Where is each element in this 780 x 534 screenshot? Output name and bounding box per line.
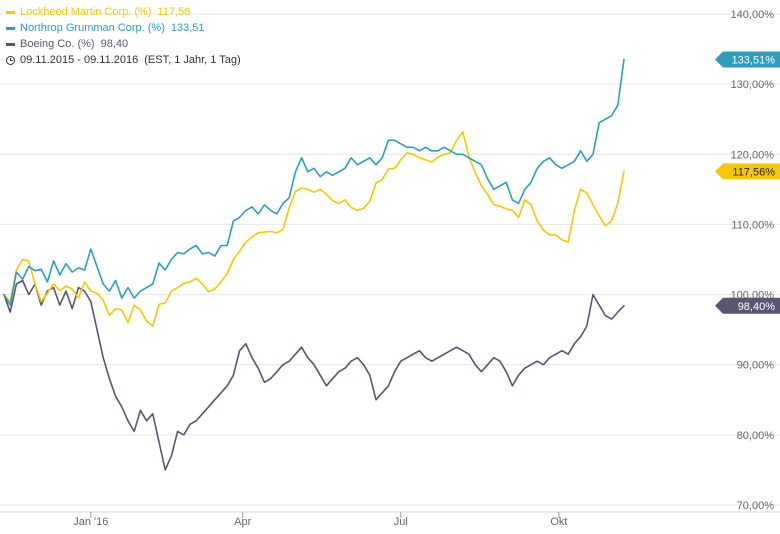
legend-value: 117,56 (157, 6, 191, 18)
series-lines (3, 58, 625, 471)
legend-swatch (6, 26, 15, 30)
y-tick-label: 110,00% (731, 219, 774, 231)
end-value-badge-shape (715, 163, 780, 180)
x-tick-label: Jul (394, 516, 408, 528)
y-tick-label: 130,00% (731, 79, 775, 91)
end-value-badge: 133,51% (715, 51, 780, 68)
legend-item-boeing[interactable]: Boeing Co. (%) 98,40 (6, 36, 241, 52)
series-line-2[interactable] (3, 279, 625, 471)
y-tick-label: 140,00% (731, 9, 775, 21)
y-axis: 70,00%80,00%90,00%100,00%110,00%120,00%1… (731, 9, 775, 512)
y-tick-label: 70,00% (737, 500, 775, 512)
end-value-labels: 117,56% 133,51% 98,40% (715, 51, 780, 314)
legend-item-lockheed[interactable]: Lockheed Martin Corp. (%) 117,56 (6, 4, 241, 20)
legend-label: Northrop Grumman Corp. (%) (20, 22, 165, 34)
gridlines (0, 13, 780, 506)
legend-swatch (6, 10, 15, 14)
legend-value: 98,40 (100, 38, 129, 50)
series-line-0[interactable] (3, 131, 625, 327)
legend-swatch (6, 42, 15, 46)
x-tick-label: Okt (550, 516, 567, 528)
legend-label: Lockheed Martin Corp. (%) (20, 6, 152, 18)
end-value-badge-shape (715, 297, 780, 314)
legend: Lockheed Martin Corp. (%) 117,56 Northro… (6, 4, 241, 68)
x-axis: Jan '16 Apr Jul Okt (0, 511, 780, 528)
end-value-label: 117,56% (732, 166, 775, 178)
end-value-badge: 117,56% (715, 163, 780, 180)
legend-value: 133,51 (170, 22, 205, 34)
y-tick-label: 90,00% (737, 360, 775, 372)
x-tick-label: Jan '16 (73, 516, 108, 528)
legend-item-northrop[interactable]: Northrop Grumman Corp. (%) 133,51 (6, 20, 241, 36)
period-info: (EST, 1 Jahr, 1 Tag) (144, 54, 241, 66)
x-tick-label: Apr (234, 516, 251, 528)
legend-label: Boeing Co. (%) (20, 38, 95, 50)
end-value-badge-shape (715, 51, 780, 68)
y-tick-label: 80,00% (737, 430, 775, 442)
end-value-badge: 98,40% (715, 297, 780, 314)
y-tick-label: 120,00% (731, 149, 775, 161)
series-line-1[interactable] (3, 58, 625, 306)
end-value-label: 98,40% (738, 301, 776, 313)
period-range: 09.11.2015 - 09.11.2016 (20, 54, 139, 66)
clock-icon (6, 55, 15, 65)
end-value-label: 133,51% (732, 55, 776, 67)
period-row: 09.11.2015 - 09.11.2016 (EST, 1 Jahr, 1 … (6, 52, 241, 68)
